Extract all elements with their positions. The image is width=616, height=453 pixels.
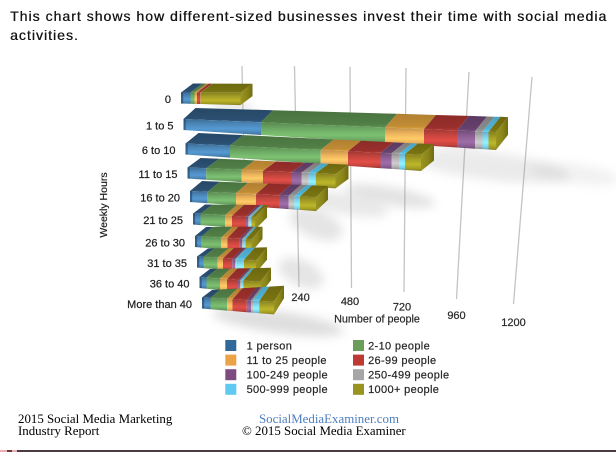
- svg-text:0: 0: [165, 94, 171, 106]
- svg-text:1 to 5: 1 to 5: [146, 121, 174, 133]
- svg-text:960: 960: [447, 310, 465, 322]
- svg-text:11 to 25 people: 11 to 25 people: [247, 355, 327, 367]
- svg-text:Weekly Hours: Weekly Hours: [98, 172, 110, 237]
- svg-text:1000+ people: 1000+ people: [368, 384, 439, 396]
- svg-text:500-999 people: 500-999 people: [247, 384, 328, 396]
- svg-text:16 to 20: 16 to 20: [140, 193, 180, 205]
- svg-text:36 to 40: 36 to 40: [150, 279, 190, 291]
- svg-text:31 to 35: 31 to 35: [147, 258, 187, 270]
- svg-text:More than 40: More than 40: [127, 299, 192, 311]
- svg-text:720: 720: [393, 302, 411, 314]
- svg-text:480: 480: [341, 296, 359, 308]
- svg-text:26 to 30: 26 to 30: [145, 238, 185, 250]
- svg-text:1200: 1200: [501, 317, 525, 329]
- svg-text:26-99 people: 26-99 people: [368, 355, 436, 367]
- svg-text:1 person: 1 person: [247, 340, 293, 352]
- svg-text:6 to 10: 6 to 10: [142, 145, 176, 157]
- svg-text:21 to 25: 21 to 25: [143, 215, 183, 227]
- svg-text:100-249 people: 100-249 people: [247, 370, 328, 382]
- svg-text:250-499 people: 250-499 people: [368, 370, 449, 382]
- svg-text:240: 240: [291, 292, 309, 304]
- svg-text:2-10 people: 2-10 people: [368, 340, 430, 352]
- svg-text:11 to 15: 11 to 15: [139, 169, 178, 181]
- svg-text:Number of people: Number of people: [334, 313, 420, 325]
